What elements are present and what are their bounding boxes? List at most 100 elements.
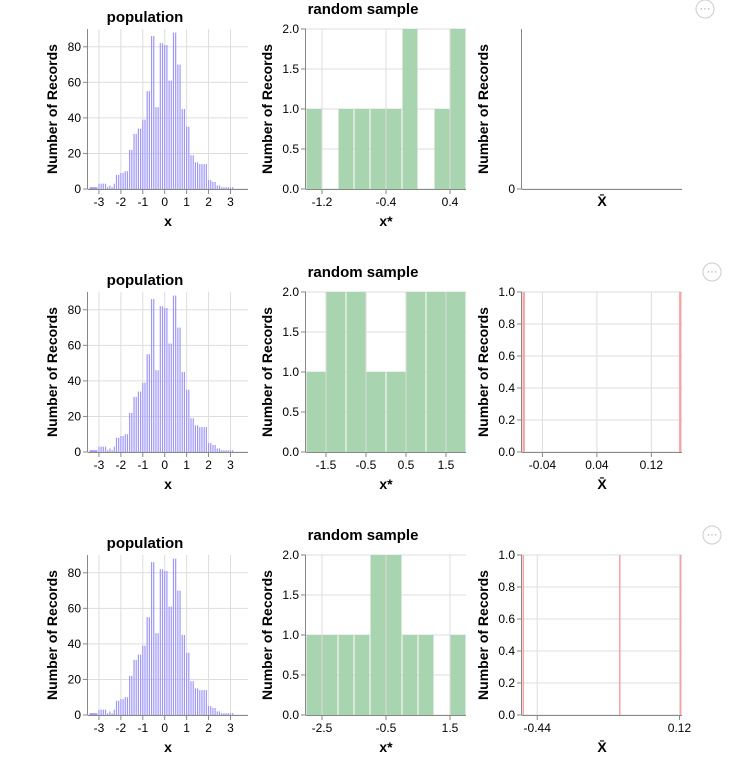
- bar: [192, 418, 194, 452]
- bar: [155, 107, 157, 189]
- chart-actions-menu-button[interactable]: ···: [702, 262, 722, 282]
- bar: [89, 187, 98, 189]
- bar: [227, 187, 229, 189]
- y-tick-label: 80: [68, 566, 82, 580]
- chart-xbar-3-row3: 0.0 0.2 0.4 0.6 0.8 1.0 -0.44 0.12 X̄ Number of R…: [475, 548, 691, 755]
- bar: [111, 450, 113, 452]
- y-tick-label: 0: [74, 708, 81, 722]
- bar: [157, 370, 159, 452]
- bar: [216, 185, 218, 189]
- bar: [150, 36, 153, 189]
- y-tick-label: 0.4: [498, 381, 515, 395]
- bar: [679, 555, 682, 715]
- bar: [135, 659, 137, 715]
- bar: [366, 372, 386, 452]
- chart-title: population: [107, 535, 184, 552]
- x-tick-label: 0.4: [442, 195, 459, 209]
- bar: [205, 690, 207, 715]
- y-axis-title: Number of Records: [44, 307, 60, 437]
- bar: [122, 173, 124, 189]
- bar: [229, 450, 232, 452]
- bar: [179, 64, 181, 189]
- bar: [157, 107, 159, 189]
- x-tick-label: 0: [161, 195, 168, 209]
- bar: [129, 412, 131, 452]
- bar: [386, 109, 402, 189]
- bar: [196, 688, 199, 715]
- bar: [203, 690, 205, 715]
- bar: [522, 555, 525, 715]
- x-axis-title: x: [164, 739, 172, 755]
- chart-actions-menu-button[interactable]: ···: [695, 0, 715, 19]
- bar: [205, 164, 207, 189]
- bar: [137, 654, 140, 715]
- bar: [107, 713, 109, 715]
- ellipsis-icon: ···: [707, 266, 718, 278]
- y-tick-label: 60: [68, 601, 82, 615]
- bar: [120, 173, 122, 189]
- bar: [175, 558, 177, 715]
- bar: [113, 183, 115, 189]
- chart-population-row1: 0 20 40 60 80 -3 -2 -1 0 1 2 3 x Number of Records pop…: [44, 9, 248, 229]
- bar: [89, 450, 98, 452]
- bar: [124, 434, 126, 452]
- bar: [155, 370, 157, 452]
- bar: [98, 446, 100, 452]
- x-tick-label: -1.5: [316, 458, 337, 472]
- bar: [153, 36, 155, 189]
- bar: [201, 427, 203, 452]
- bar: [181, 109, 183, 189]
- y-tick-label: 0.8: [498, 317, 515, 331]
- bar: [150, 562, 153, 715]
- x-tick-label: 2: [205, 458, 212, 472]
- chart-random-sample-1-row1: 0.0 0.5 1.0 1.5 2.0 -1.2 -0.4 0.4 x* Number of Re…: [259, 1, 466, 229]
- bar: [229, 713, 232, 715]
- bar: [210, 706, 212, 715]
- y-tick-label: 40: [68, 374, 82, 388]
- bar: [172, 558, 175, 715]
- bar: [190, 418, 192, 452]
- bar: [207, 180, 210, 189]
- bar: [223, 187, 225, 189]
- bar: [120, 699, 122, 715]
- y-axis-title: Number of Records: [259, 44, 275, 174]
- bar: [118, 174, 120, 189]
- x-tick-label: 0.12: [640, 458, 664, 472]
- bar: [192, 155, 194, 189]
- x-axis-title: X̄: [597, 738, 607, 755]
- bar: [232, 187, 234, 189]
- bar: [100, 446, 102, 452]
- x-tick-label: 2: [205, 195, 212, 209]
- x-tick-label: 0.04: [585, 458, 609, 472]
- bar: [218, 711, 221, 715]
- bar: [133, 133, 135, 189]
- bar: [183, 109, 186, 189]
- bar: [446, 292, 466, 452]
- y-tick-label: 80: [68, 303, 82, 317]
- x-tick-label: 3: [227, 195, 234, 209]
- y-tick-label: 2.0: [282, 548, 299, 562]
- bar: [104, 183, 107, 189]
- bar: [223, 713, 225, 715]
- bar: [199, 427, 201, 452]
- y-tick-label: 0.0: [282, 445, 299, 459]
- bar: [418, 635, 434, 715]
- x-tick-label: 0: [161, 458, 168, 472]
- x-tick-label: 0.12: [668, 721, 692, 735]
- y-tick-label: 0.2: [498, 676, 515, 690]
- chart-actions-menu-button[interactable]: ···: [702, 525, 722, 545]
- bar: [144, 119, 146, 189]
- bar: [100, 183, 102, 189]
- bar: [118, 700, 120, 715]
- bar: [142, 382, 144, 452]
- bar: [168, 606, 170, 715]
- y-tick-label: 0.5: [282, 405, 299, 419]
- bar: [188, 389, 190, 452]
- x-tick-label: 1: [183, 195, 190, 209]
- bar: [207, 443, 210, 452]
- bar: [221, 713, 223, 715]
- bar: [122, 699, 124, 715]
- bar: [322, 635, 338, 715]
- bar: [225, 450, 227, 452]
